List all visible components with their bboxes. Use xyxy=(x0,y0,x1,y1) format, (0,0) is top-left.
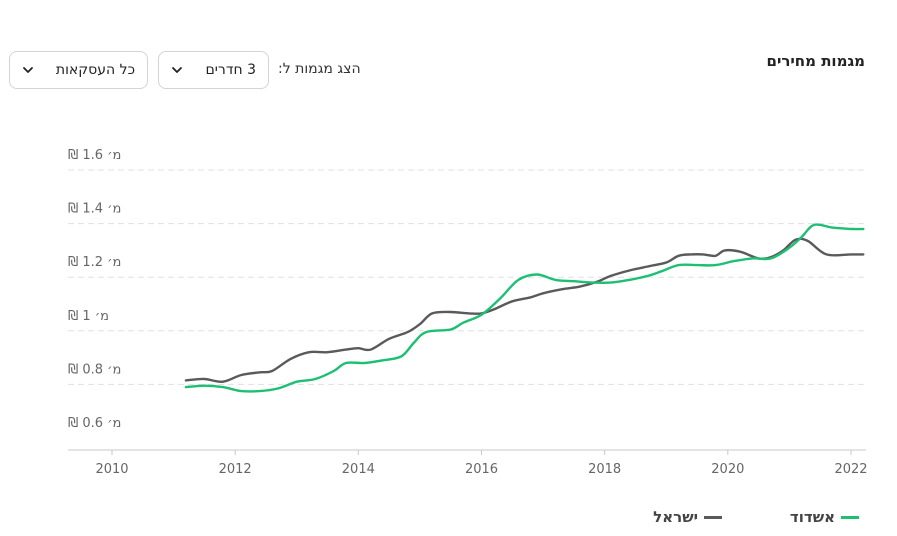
legend-swatch-israel xyxy=(704,515,722,519)
rooms-dropdown[interactable]: 3 חדרים xyxy=(158,51,269,89)
x-tick-label: 2018 xyxy=(588,462,621,477)
deals-dropdown-value: כל העסקאות xyxy=(55,62,135,78)
filter-prefix-label: הצג מגמות ל: xyxy=(278,61,361,77)
series-line-israel xyxy=(184,237,865,383)
legend-label-ashdod: אשדוד xyxy=(789,508,835,526)
y-tick-label: ₪ מ׳ 1.4 xyxy=(68,202,121,217)
deals-dropdown[interactable]: כל העסקאות xyxy=(9,51,148,89)
x-axis: 2010 2012 2014 2016 2018 2020 2022 xyxy=(68,449,868,477)
y-tick-label: ₪ מ׳ 1.2 xyxy=(68,255,121,270)
x-tick-label: 2010 xyxy=(95,462,128,477)
x-tick-label: 2020 xyxy=(711,462,744,477)
series-lines xyxy=(184,223,865,393)
y-tick-label: ₪ מ׳ 1.6 xyxy=(68,148,121,163)
x-tick-label: 2022 xyxy=(834,462,867,477)
y-tick-label: ₪ מ׳ 0.6 xyxy=(68,416,121,431)
rooms-dropdown-value: 3 חדרים xyxy=(205,62,256,78)
series-line-ashdod xyxy=(184,223,865,393)
chart-title: מגמות מחירים xyxy=(766,52,866,70)
legend-label-israel: ישראל xyxy=(653,508,698,526)
legend-item-israel[interactable]: ישראל xyxy=(653,508,722,526)
x-tick-label: 2014 xyxy=(342,462,375,477)
x-tick-label: 2016 xyxy=(465,462,498,477)
y-tick-label: ₪ מ׳ 1 xyxy=(68,309,109,324)
legend-swatch-ashdod xyxy=(841,515,859,519)
chevron-down-icon xyxy=(23,67,33,73)
y-tick-label: ₪ מ׳ 0.8 xyxy=(68,362,121,377)
y-axis-ticks: ₪ מ׳ 0.6 ₪ מ׳ 0.8 ₪ מ׳ 1 ₪ מ׳ 1.2 ₪ מ׳ 1.4 ₪ … xyxy=(68,148,121,431)
chevron-down-icon xyxy=(172,67,182,73)
x-tick-label: 2012 xyxy=(219,462,252,477)
grid-lines xyxy=(68,169,866,385)
legend-item-ashdod[interactable]: אשדוד xyxy=(790,508,859,526)
